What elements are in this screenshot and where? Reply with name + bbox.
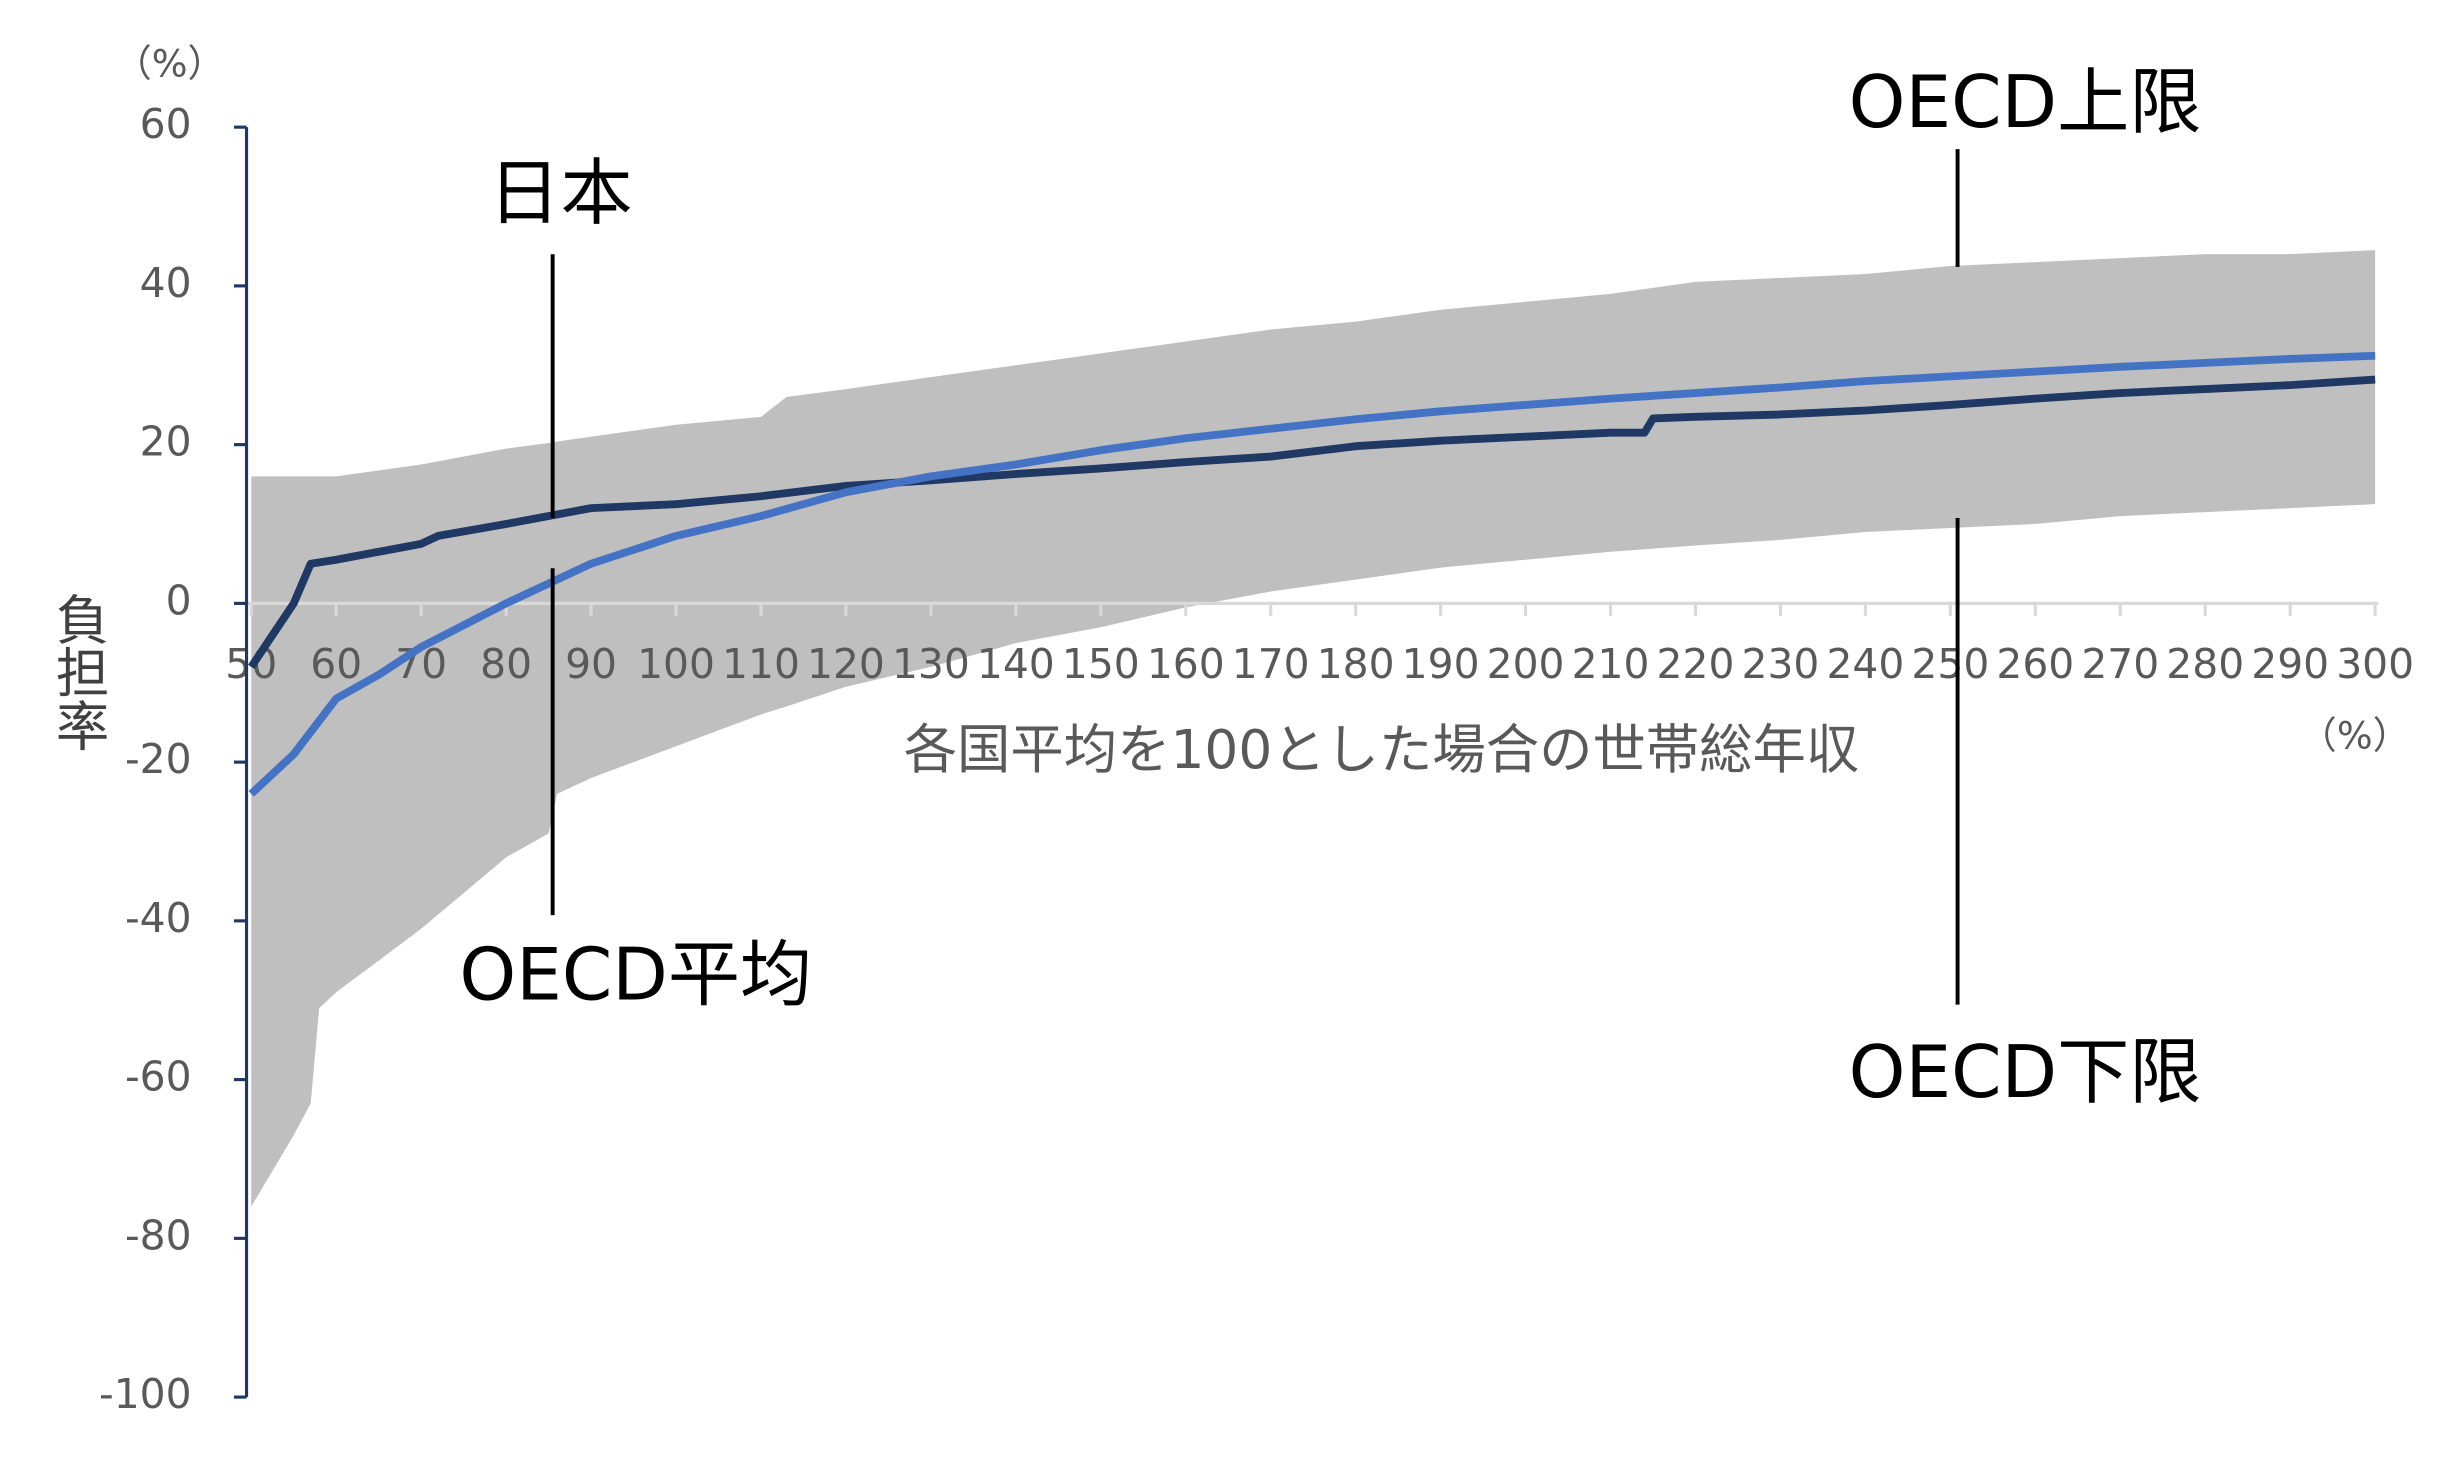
annotation: OECD平均 — [459, 934, 812, 1018]
y-unit: （%） — [114, 41, 225, 85]
x-tick-label: 300 — [2336, 640, 2414, 688]
annotation: OECD下限 — [1849, 1031, 2202, 1115]
x-tick-label: 90 — [565, 640, 617, 688]
y-tick-label: 40 — [140, 259, 192, 307]
x-tick-label: 250 — [1911, 640, 1989, 688]
x-tick-label: 160 — [1147, 640, 1225, 688]
x-axis-title: 各国平均を100とした場合の世帯総年収 — [904, 718, 1860, 781]
x-tick-label: 220 — [1657, 640, 1735, 688]
y-tick-label: -60 — [125, 1053, 192, 1101]
y-tick-label: 60 — [140, 100, 192, 148]
x-tick-label: 190 — [1402, 640, 1480, 688]
series-line — [247, 375, 2376, 670]
x-tick-label: 100 — [637, 640, 715, 688]
y-tick-label: 20 — [140, 418, 192, 466]
series-line — [248, 351, 2376, 797]
y-axis-title: 負担率 — [47, 592, 110, 752]
x-tick-label: 290 — [2251, 640, 2329, 688]
x-unit: （%） — [2299, 713, 2410, 757]
annotation: OECD上限 — [1849, 61, 2202, 145]
y-tick-label: -20 — [125, 735, 192, 783]
y-tick-label: -80 — [125, 1211, 192, 1259]
x-tick-label: 270 — [2081, 640, 2159, 688]
x-tick-label: 110 — [722, 640, 800, 688]
x-tick-label: 60 — [310, 640, 362, 688]
x-tick-label: 260 — [1996, 640, 2074, 688]
x-tick-label: 240 — [1826, 640, 1904, 688]
x-tick-label: 170 — [1232, 640, 1310, 688]
x-tick-label: 130 — [892, 640, 970, 688]
y-tick-label: 0 — [166, 576, 192, 624]
y-tick-label: -40 — [125, 894, 192, 942]
x-tick-label: 210 — [1572, 640, 1650, 688]
x-tick-label: 120 — [807, 640, 885, 688]
x-tick-label: 180 — [1317, 640, 1395, 688]
x-tick-label: 230 — [1742, 640, 1820, 688]
x-tick-label: 80 — [480, 640, 532, 688]
x-tick-label: 280 — [2166, 640, 2244, 688]
x-tick-label: 200 — [1487, 640, 1565, 688]
y-tick-label: -100 — [99, 1370, 192, 1418]
band-area — [251, 250, 2376, 1207]
x-tick-label: 150 — [1062, 640, 1140, 688]
annotation: 日本 — [488, 152, 632, 236]
x-tick-label: 140 — [977, 640, 1055, 688]
